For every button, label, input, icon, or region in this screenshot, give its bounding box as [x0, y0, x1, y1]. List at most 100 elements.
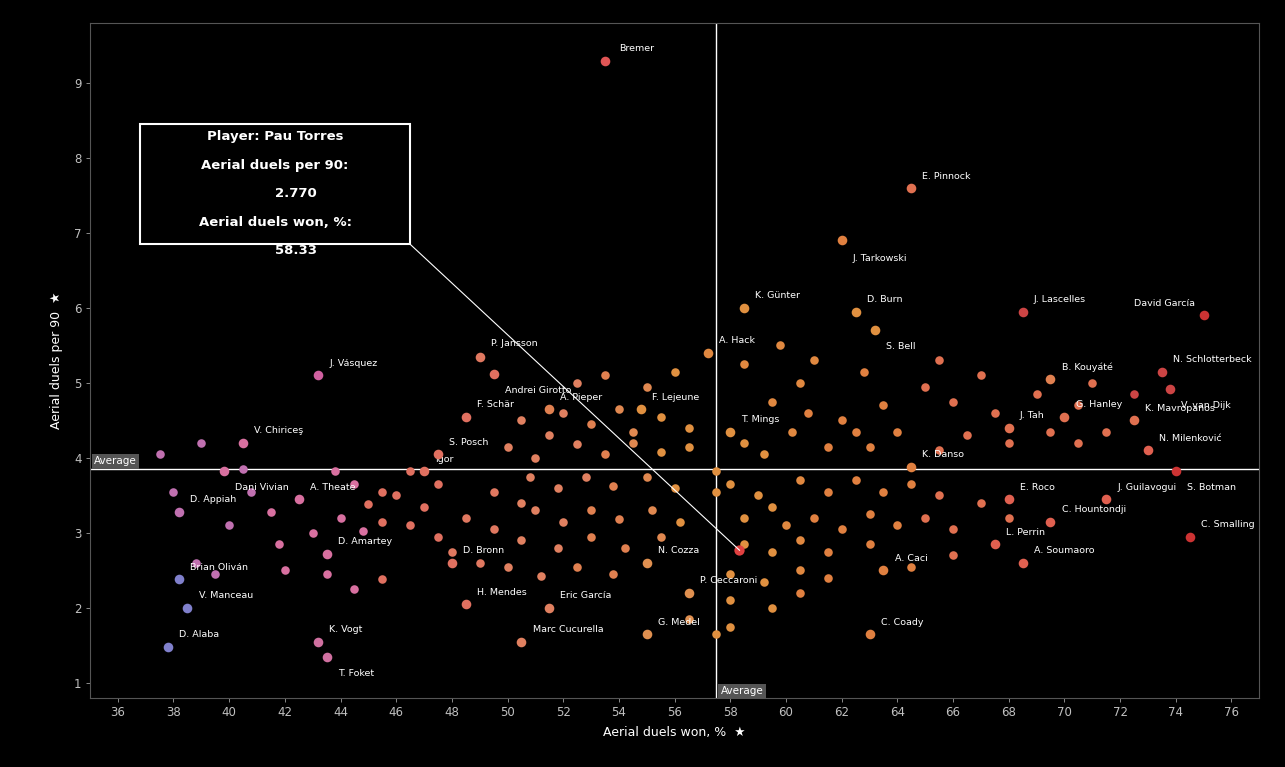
Point	[664, 482, 685, 494]
Text: D. Burn: D. Burn	[866, 295, 902, 304]
Point	[483, 523, 504, 535]
Point	[678, 613, 699, 625]
Point	[803, 512, 824, 524]
Point	[631, 403, 651, 416]
Point	[789, 474, 811, 486]
Text: V. van Dijk: V. van Dijk	[1181, 401, 1231, 410]
Point	[1068, 437, 1088, 449]
Point	[678, 440, 699, 453]
Point	[359, 499, 379, 511]
Point	[865, 324, 885, 337]
Text: C. Hountondji: C. Hountondji	[1061, 505, 1126, 514]
Point	[734, 512, 754, 524]
Point	[168, 506, 189, 518]
Text: K. Danso: K. Danso	[923, 450, 965, 459]
Point	[497, 561, 518, 573]
Point	[414, 501, 434, 513]
Point	[213, 466, 234, 478]
Point	[302, 527, 323, 539]
Text: A. Soumaoro: A. Soumaoro	[1034, 546, 1095, 555]
Point	[781, 426, 802, 438]
Point	[442, 557, 463, 569]
Point	[678, 587, 699, 599]
Point	[998, 493, 1019, 505]
Point	[874, 486, 894, 498]
Point	[664, 366, 685, 378]
Point	[817, 545, 838, 558]
Point	[860, 440, 880, 453]
Point	[526, 452, 546, 464]
Text: D. Bronn: D. Bronn	[463, 546, 504, 555]
Text: J. Tah: J. Tah	[1020, 411, 1045, 420]
Text: H. Mendes: H. Mendes	[477, 588, 527, 597]
Text: S. Botman: S. Botman	[1187, 483, 1236, 492]
Point	[887, 426, 907, 438]
Point	[547, 542, 568, 554]
Point	[191, 437, 212, 449]
Text: E. Roco: E. Roco	[1020, 482, 1055, 492]
Point	[831, 523, 852, 535]
Point	[803, 354, 824, 367]
Point	[469, 351, 490, 363]
Text: N. Schlotterbeck: N. Schlotterbeck	[1173, 355, 1252, 364]
Text: C. Coady: C. Coady	[880, 617, 923, 627]
Point	[874, 400, 894, 412]
Text: V. Manceau: V. Manceau	[198, 591, 253, 601]
Point	[149, 448, 170, 460]
Point	[1040, 373, 1060, 385]
Text: Eric García: Eric García	[560, 591, 612, 601]
Text: Brian Oliván: Brian Oliván	[190, 563, 248, 572]
Point	[553, 515, 573, 528]
Point	[168, 574, 189, 586]
Point	[316, 568, 337, 581]
Point	[526, 505, 546, 517]
Point	[789, 587, 811, 599]
Point	[1096, 493, 1117, 505]
Point	[846, 474, 866, 486]
Text: 2.770: 2.770	[275, 187, 317, 200]
Point	[325, 466, 346, 478]
Point	[603, 480, 623, 492]
Point	[998, 437, 1019, 449]
Point	[1123, 388, 1144, 400]
Point	[511, 535, 532, 547]
Point	[547, 482, 568, 494]
Point	[943, 549, 964, 561]
Point	[455, 410, 475, 423]
Point	[753, 575, 774, 588]
Point	[269, 538, 289, 551]
Point	[400, 519, 420, 532]
Point	[316, 650, 337, 663]
Point	[386, 489, 406, 502]
Point	[720, 426, 740, 438]
Point	[929, 354, 950, 367]
Point	[1151, 366, 1172, 378]
Point	[874, 565, 894, 577]
Point	[622, 426, 642, 438]
Point	[1013, 305, 1033, 318]
Point	[469, 557, 490, 569]
Point	[316, 548, 337, 560]
Text: Average: Average	[94, 456, 137, 466]
Point	[636, 557, 657, 569]
Point	[642, 505, 663, 517]
Point	[158, 641, 179, 653]
Point	[636, 628, 657, 640]
Point	[901, 561, 921, 573]
Point	[817, 440, 838, 453]
Point	[636, 380, 657, 393]
Point	[846, 426, 866, 438]
Point	[729, 544, 749, 556]
Point	[1040, 515, 1060, 528]
Text: E. Pinnock: E. Pinnock	[923, 172, 971, 180]
Point	[789, 377, 811, 389]
X-axis label: Aerial duels won, %  ★: Aerial duels won, % ★	[604, 726, 745, 739]
Point	[720, 568, 740, 581]
Point	[576, 471, 596, 483]
Point	[483, 486, 504, 498]
Point	[650, 410, 671, 423]
Point	[831, 414, 852, 426]
Point	[720, 621, 740, 633]
Text: A. Pieper: A. Pieper	[560, 393, 603, 402]
Text: L. Perrin: L. Perrin	[1006, 528, 1045, 537]
